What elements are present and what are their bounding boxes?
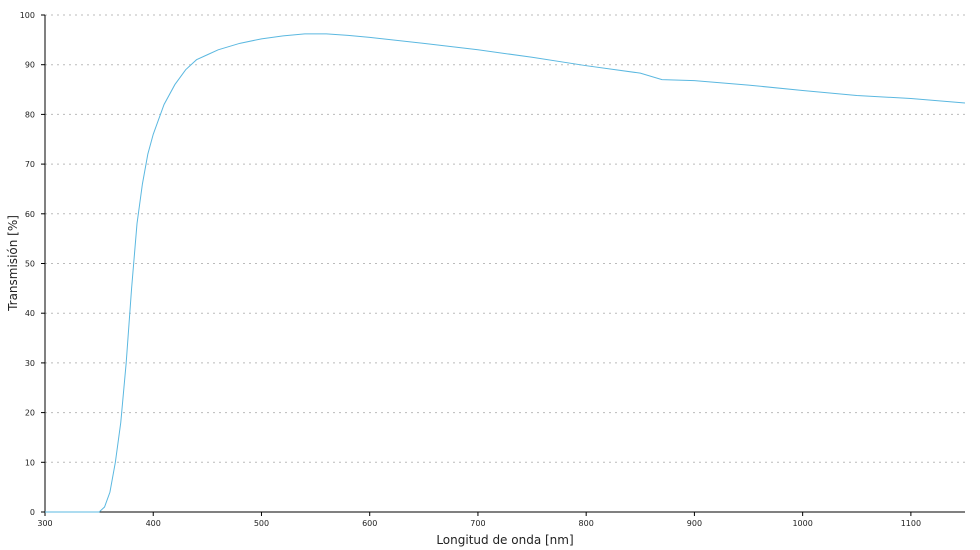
x-tick-label: 500	[254, 519, 269, 528]
y-tick-label: 10	[25, 458, 35, 467]
x-axis-title: Longitud de onda [nm]	[436, 533, 573, 547]
y-tick-label: 40	[25, 309, 35, 318]
y-axis-title: Transmisión [%]	[6, 215, 20, 312]
data-line	[45, 33, 966, 513]
y-tick-label: 30	[25, 359, 35, 368]
y-tick-label: 90	[25, 61, 35, 70]
y-tick-label: 60	[25, 210, 35, 219]
x-tick-label: 400	[146, 519, 161, 528]
y-tick-label: 50	[25, 260, 35, 269]
y-tick-label: 80	[25, 110, 35, 119]
y-tick-label: 20	[25, 409, 35, 418]
x-tick-label: 900	[687, 519, 702, 528]
x-tick-label: 800	[579, 519, 594, 528]
x-tick-label: 1000	[792, 519, 812, 528]
x-tick-label: 600	[362, 519, 377, 528]
x-tick-label: 1100	[901, 519, 921, 528]
y-tick-label: 70	[25, 160, 35, 169]
x-tick-label: 700	[470, 519, 485, 528]
y-tick-label: 100	[20, 11, 35, 20]
y-tick-label: 0	[30, 508, 35, 517]
x-tick-label: 300	[37, 519, 52, 528]
